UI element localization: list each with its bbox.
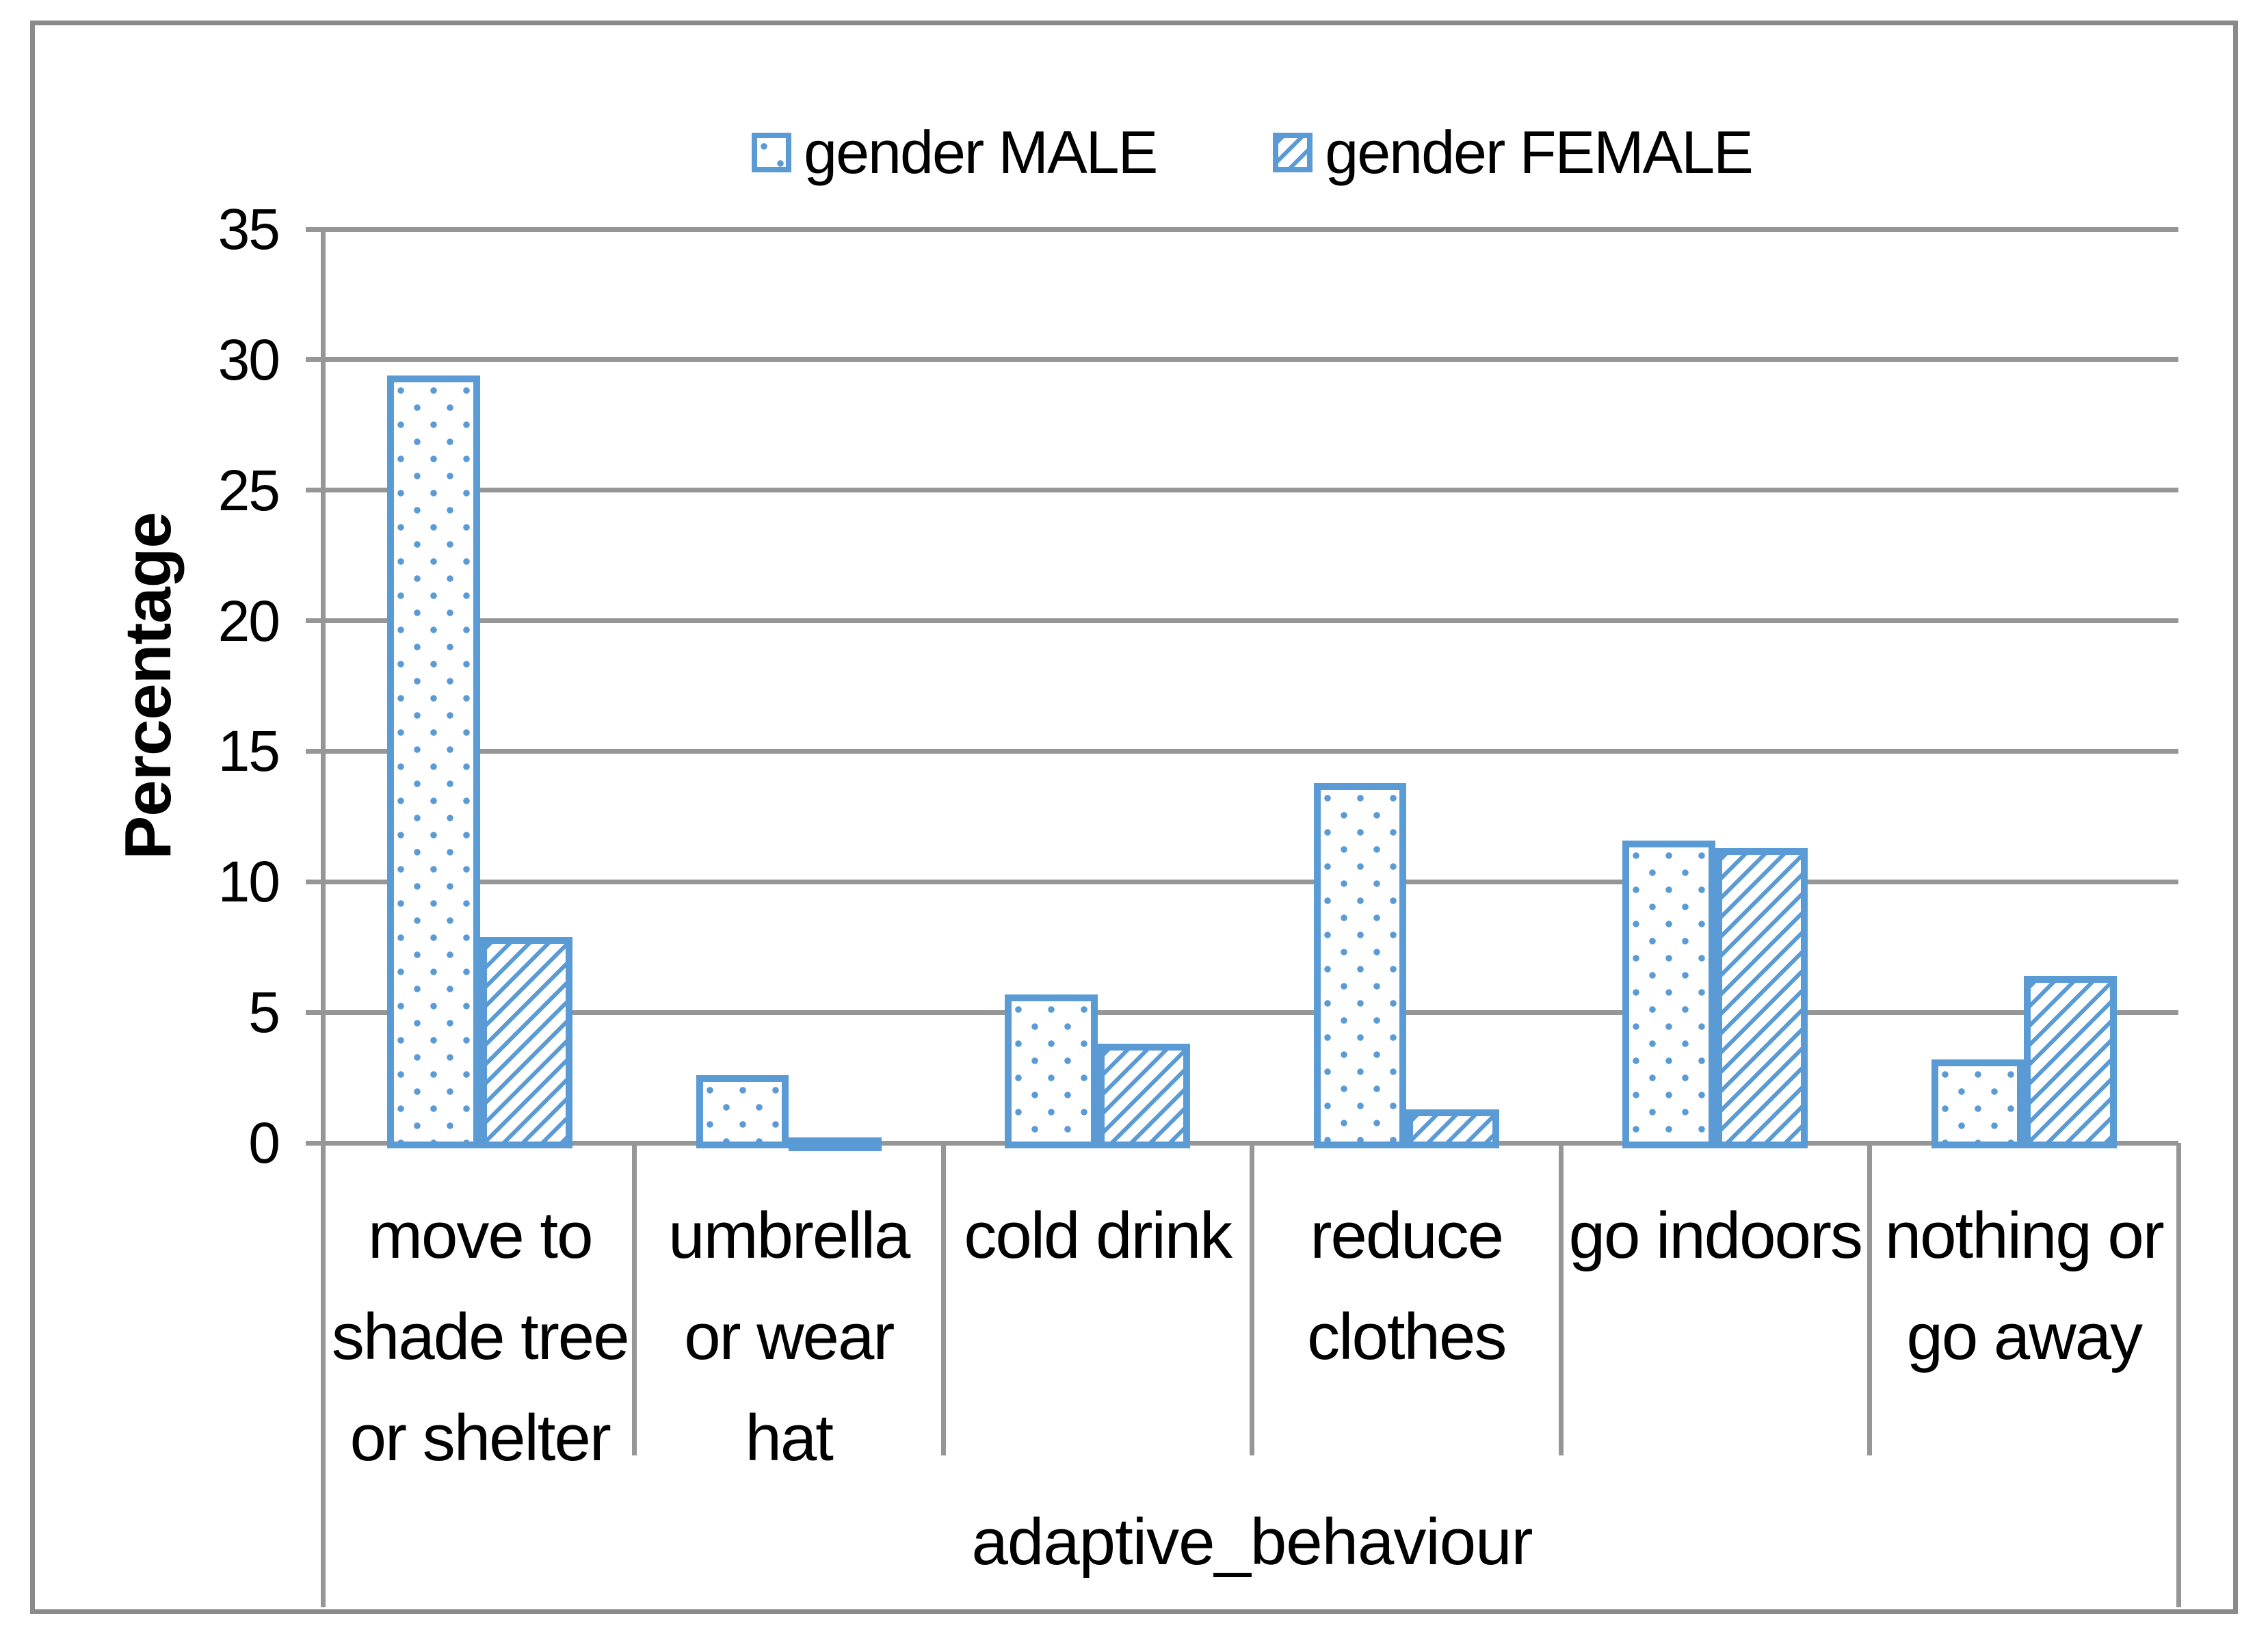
label-area-right-line xyxy=(2176,1143,2181,1607)
category-label-0: move to shade tree or shelter xyxy=(331,1199,630,1475)
bar-gender-female-5 xyxy=(2024,976,2117,1148)
chart-border-frame xyxy=(30,21,2238,1614)
bar-gender-female-1 xyxy=(789,1137,882,1151)
x-axis-title: adaptive_behaviour xyxy=(971,1505,1533,1579)
gridline-0 xyxy=(306,1140,2178,1146)
male-dotted-swatch-icon xyxy=(752,133,792,172)
category-label-1: umbrella or wear hat xyxy=(668,1199,910,1475)
gridline-25 xyxy=(306,488,2178,493)
y-tick-label-10: 10 xyxy=(217,849,280,914)
gridline-5 xyxy=(306,1010,2178,1015)
category-label-4: go indoors xyxy=(1568,1199,1863,1272)
legend: gender MALE gender FEMALE xyxy=(326,115,2178,190)
gridline-20 xyxy=(306,618,2178,624)
bar-gender-male-3 xyxy=(1313,782,1407,1148)
legend-label-male: gender MALE xyxy=(804,118,1158,186)
category-separator xyxy=(1867,1143,1872,1455)
y-axis-line xyxy=(321,227,326,1607)
legend-item-female: gender FEMALE xyxy=(1273,118,1754,187)
bar-gender-female-4 xyxy=(1715,848,1808,1148)
bar-gender-female-2 xyxy=(1097,1044,1191,1148)
legend-item-male: gender MALE xyxy=(752,118,1158,187)
bar-gender-female-3 xyxy=(1406,1109,1499,1148)
y-tick-label-25: 25 xyxy=(217,458,280,523)
category-label-5: nothing or go away xyxy=(1884,1199,2165,1373)
category-label-3: reduce clothes xyxy=(1307,1199,1507,1373)
gridline-15 xyxy=(306,748,2178,754)
category-separator xyxy=(940,1143,946,1455)
category-label-2: cold drink xyxy=(964,1199,1232,1272)
category-separator xyxy=(1558,1143,1564,1455)
gridline-10 xyxy=(306,879,2178,884)
bar-gender-male-2 xyxy=(1005,994,1098,1148)
y-tick-label-0: 0 xyxy=(248,1111,280,1175)
gridline-35 xyxy=(306,226,2178,232)
bar-gender-male-0 xyxy=(387,375,480,1148)
y-tick-label-35: 35 xyxy=(217,197,280,262)
category-separator xyxy=(1250,1143,1254,1455)
bar-gender-male-4 xyxy=(1622,840,1715,1148)
category-separator xyxy=(632,1143,637,1455)
legend-label-female: gender FEMALE xyxy=(1325,118,1754,186)
bar-gender-male-1 xyxy=(696,1075,789,1148)
bar-gender-male-5 xyxy=(1931,1059,2025,1148)
gridline-30 xyxy=(306,357,2178,362)
female-hatched-swatch-icon xyxy=(1273,133,1313,172)
y-tick-label-15: 15 xyxy=(217,719,280,784)
y-tick-label-20: 20 xyxy=(217,588,280,653)
bar-gender-female-0 xyxy=(479,936,573,1148)
y-tick-label-5: 5 xyxy=(248,980,280,1045)
y-tick-label-30: 30 xyxy=(217,327,280,392)
